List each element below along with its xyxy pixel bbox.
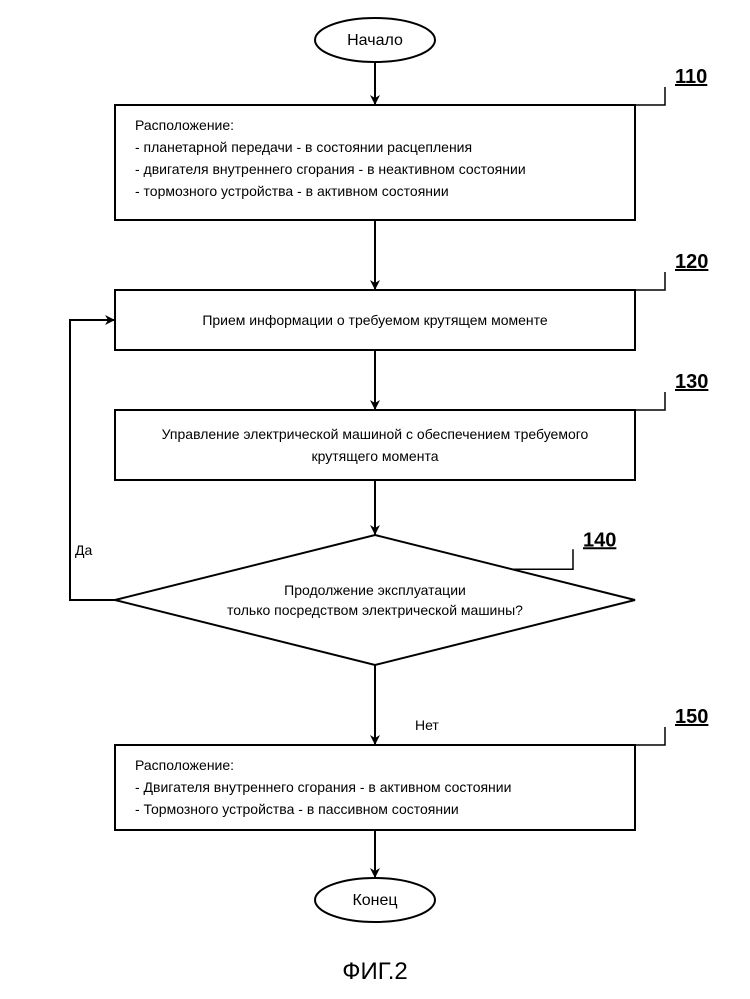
- svg-text:Начало: Начало: [347, 32, 403, 49]
- svg-text:- двигателя внутреннего сгоран: - двигателя внутреннего сгорания - в неа…: [135, 161, 526, 177]
- svg-text:Конец: Конец: [352, 892, 397, 909]
- svg-text:ФИГ.2: ФИГ.2: [342, 958, 408, 985]
- svg-text:- Тормозного устройства - в па: - Тормозного устройства - в пассивном со…: [135, 801, 459, 817]
- svg-text:Прием информации о требуемом к: Прием информации о требуемом крутящем мо…: [202, 312, 548, 328]
- svg-text:- Двигателя внутреннего сгоран: - Двигателя внутреннего сгорания - в акт…: [135, 779, 511, 795]
- svg-text:Продолжение эксплуатации: Продолжение эксплуатации: [284, 582, 466, 598]
- svg-text:150: 150: [675, 706, 708, 728]
- svg-text:крутящего момента: крутящего момента: [312, 448, 439, 464]
- svg-text:110: 110: [675, 66, 707, 88]
- svg-text:- тормозного устройства - в ак: - тормозного устройства - в активном сос…: [135, 183, 449, 199]
- svg-text:120: 120: [675, 251, 708, 273]
- svg-text:- планетарной передачи - в сос: - планетарной передачи - в состоянии рас…: [135, 139, 472, 155]
- svg-text:140: 140: [583, 529, 616, 551]
- node-start: Начало: [315, 18, 435, 62]
- node-end: Конец: [315, 878, 435, 922]
- svg-text:Управление электрической машин: Управление электрической машиной с обесп…: [162, 426, 589, 442]
- svg-text:Расположение:: Расположение:: [135, 757, 234, 773]
- svg-text:Да: Да: [75, 542, 92, 558]
- svg-text:только посредством электрическ: только посредством электрической машины?: [227, 602, 523, 618]
- svg-text:Расположение:: Расположение:: [135, 117, 234, 133]
- svg-text:Нет: Нет: [415, 717, 439, 733]
- svg-text:130: 130: [675, 371, 708, 393]
